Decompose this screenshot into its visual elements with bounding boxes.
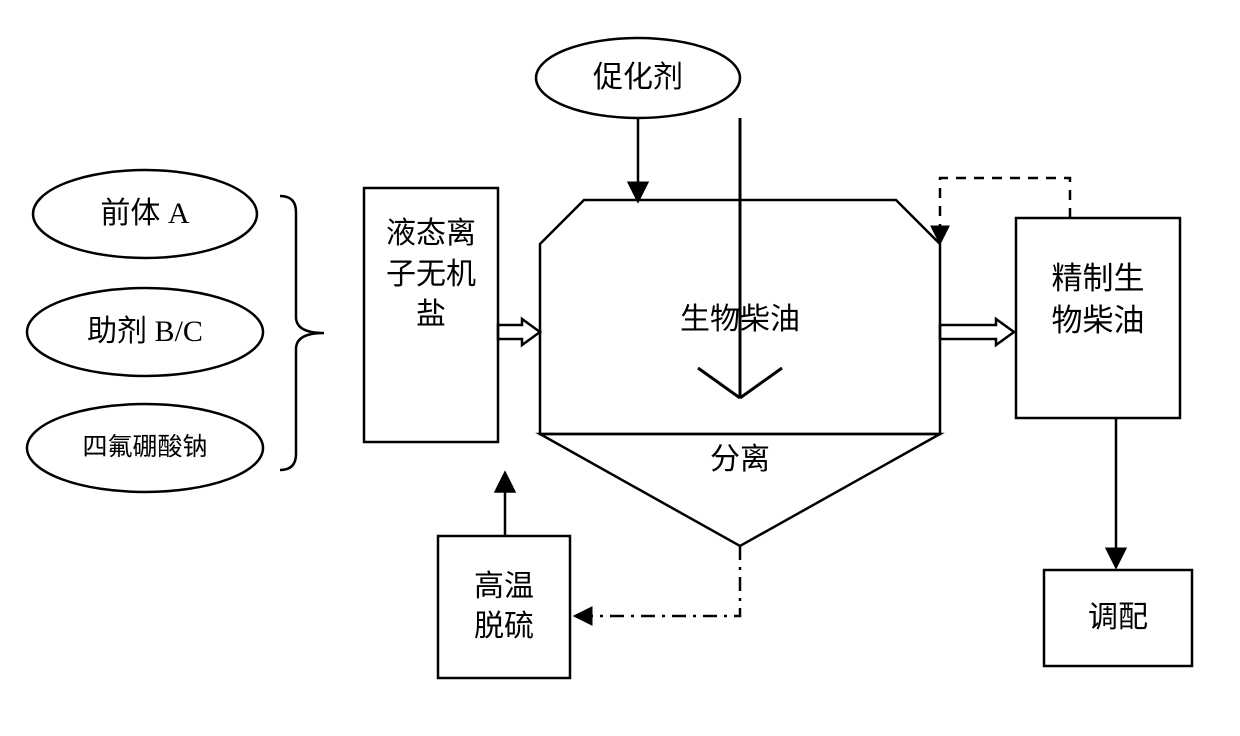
double-arrow: [940, 319, 1014, 345]
diagram-canvas: 促化剂前体 A 助剂 B/C 四氟硼酸钠 液态离 子无机 盐生物柴油分离 精制生 物柴油…: [0, 0, 1240, 736]
double-arrow: [498, 319, 540, 345]
label-reactor-sep: 分离: [540, 440, 940, 480]
label-reactor-main: 生物柴油: [540, 298, 940, 342]
label-precursorA: 前体 A: [33, 170, 257, 258]
label-ionic_salt: 液态离 子无机 盐: [364, 188, 498, 442]
label-nabf4: 四氟硼酸钠: [27, 404, 263, 492]
label-auxBC: 助剂 B/C: [27, 288, 263, 376]
label-blend: 调配: [1044, 570, 1192, 666]
label-refined: 精制生 物柴油: [1016, 218, 1180, 418]
bracket: [280, 196, 324, 470]
label-desulf: 高温 脱硫: [438, 536, 570, 678]
label-catalyst: 促化剂: [536, 38, 740, 118]
